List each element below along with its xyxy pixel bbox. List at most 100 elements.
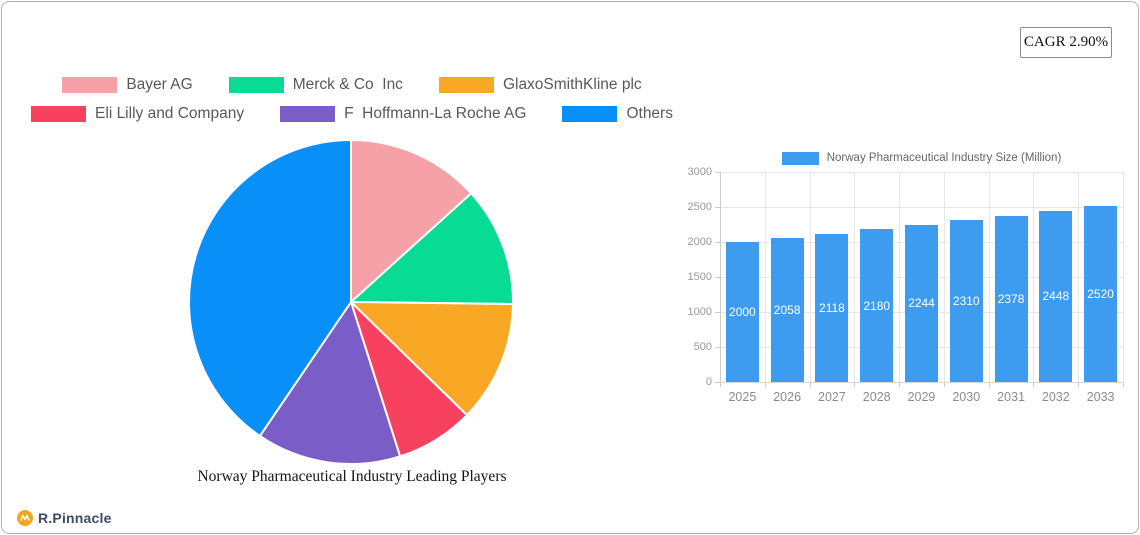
y-tick-label: 0 xyxy=(705,376,712,388)
legend-swatch xyxy=(280,106,336,122)
x-axis-tick xyxy=(854,382,856,387)
legend-item-glaxosmithkline-plc[interactable]: GlaxoSmithKline plc xyxy=(438,76,642,94)
bar-2027[interactable] xyxy=(815,233,849,382)
y-axis-tick xyxy=(715,242,720,243)
pie-slice-bayer-ag[interactable] xyxy=(350,139,473,303)
gridline-vertical xyxy=(1078,172,1080,382)
legend-swatch xyxy=(562,106,618,122)
y-axis-tick xyxy=(715,277,720,278)
x-tick-label: 2030 xyxy=(952,390,981,404)
gridline-vertical xyxy=(764,172,766,382)
bar-2032[interactable] xyxy=(1039,210,1073,382)
y-axis-line xyxy=(720,172,721,382)
y-axis-tick xyxy=(715,172,720,173)
legend-label: Bayer AG xyxy=(126,76,193,93)
legend-item-others[interactable]: Others xyxy=(562,105,673,123)
bar-legend-swatch xyxy=(781,151,819,165)
x-tick-label: 2033 xyxy=(1086,390,1115,404)
bar-2033[interactable] xyxy=(1084,205,1118,382)
y-tick-label: 1000 xyxy=(687,306,712,318)
gridline-vertical xyxy=(1033,172,1035,382)
pie-chart-title: Norway Pharmaceutical Industry Leading P… xyxy=(197,468,507,485)
x-tick-label: 2031 xyxy=(997,390,1025,404)
cagr-badge: CAGR 2.90% xyxy=(1020,27,1112,58)
gridline-vertical xyxy=(899,172,901,382)
x-tick-label: 2027 xyxy=(818,390,846,404)
bar-value-label: 2244 xyxy=(908,296,935,311)
legend-swatch xyxy=(62,77,118,93)
bar-2028[interactable] xyxy=(860,229,894,382)
x-axis-tick xyxy=(988,382,990,387)
x-tick-label: 2029 xyxy=(907,390,936,404)
x-axis-line xyxy=(720,382,1123,383)
bar-value-label: 2520 xyxy=(1087,286,1114,301)
bar-value-label: 2448 xyxy=(1042,289,1070,304)
pie-slice-glaxosmithkline-plc[interactable] xyxy=(350,301,514,417)
x-axis-tick xyxy=(943,382,945,387)
x-axis-tick xyxy=(1078,382,1080,387)
pie-legend: Bayer AG Merck & Co Inc GlaxoSmithKline pl… xyxy=(2,76,702,123)
y-tick-label: 500 xyxy=(693,341,712,353)
legend-item-bayer-ag[interactable]: Bayer AG xyxy=(62,76,193,94)
y-tick-label: 1500 xyxy=(687,271,712,283)
y-tick-label: 2000 xyxy=(687,236,712,248)
x-axis-tick xyxy=(720,382,721,387)
y-axis-tick xyxy=(715,347,720,348)
pie-slice-f-hoffmann-la-roche-ag[interactable] xyxy=(258,301,402,465)
gridline-vertical xyxy=(1123,172,1124,382)
brand-logo-icon xyxy=(17,510,33,526)
y-axis-tick xyxy=(715,312,720,313)
x-axis-tick xyxy=(764,382,766,387)
x-axis-tick xyxy=(809,382,811,387)
bar-value-label: 2118 xyxy=(819,300,845,315)
x-axis-tick xyxy=(1123,382,1124,387)
legend-swatch xyxy=(228,77,284,93)
legend-swatch xyxy=(438,77,494,93)
bar-value-label: 2310 xyxy=(952,294,980,309)
bar-2030[interactable] xyxy=(949,220,983,382)
x-tick-label: 2028 xyxy=(862,390,891,404)
pie-slice-others[interactable] xyxy=(187,139,352,437)
y-axis-tick xyxy=(715,382,720,383)
gridline-vertical xyxy=(988,172,990,382)
gridline-vertical xyxy=(854,172,856,382)
y-tick-label: 3000 xyxy=(687,166,712,178)
pie-slice-merck-co-inc[interactable] xyxy=(350,192,514,306)
legend-item-f-hoffmann-la-roche-ag[interactable]: F Hoffmann-La Roche AG xyxy=(280,105,526,123)
bar-2025[interactable] xyxy=(725,242,759,382)
bar-legend-label: Norway Pharmaceutical Industry Size (Mil… xyxy=(826,152,1062,164)
legend-label: GlaxoSmithKline plc xyxy=(502,76,642,93)
brand-name: R.Pinnacle xyxy=(38,510,112,526)
legend-item-merck-co-inc[interactable]: Merck & Co Inc xyxy=(228,76,403,94)
legend-label: Others xyxy=(626,105,673,122)
pie-legend-row: Bayer AG Merck & Co Inc GlaxoSmithKline pl… xyxy=(2,76,702,94)
bar-2026[interactable] xyxy=(770,237,804,382)
gridline-vertical xyxy=(809,172,811,382)
y-tick-label: 2500 xyxy=(687,201,712,213)
legend-label: Eli Lilly and Company xyxy=(95,105,245,122)
legend-label: Merck & Co Inc xyxy=(292,76,403,93)
bar-value-label: 2000 xyxy=(729,305,756,319)
bar-value-label: 2180 xyxy=(863,298,891,313)
gridline-horizontal xyxy=(720,207,1123,208)
x-tick-label: 2026 xyxy=(773,390,802,404)
brand-logo: R.Pinnacle xyxy=(17,510,112,526)
bar-value-label: 2378 xyxy=(997,291,1025,306)
bar-chart-legend[interactable]: Norway Pharmaceutical Industry Size (Mil… xyxy=(720,149,1123,167)
x-axis-tick xyxy=(899,382,901,387)
legend-label: F Hoffmann-La Roche AG xyxy=(344,105,527,122)
legend-swatch xyxy=(31,106,87,122)
bar-2031[interactable] xyxy=(994,215,1028,382)
x-axis-tick xyxy=(1033,382,1035,387)
gridline-vertical xyxy=(943,172,945,382)
x-tick-label: 2032 xyxy=(1041,390,1070,404)
y-axis-tick xyxy=(715,207,720,208)
x-tick-label: 2025 xyxy=(728,390,757,404)
bar-value-label: 2058 xyxy=(773,302,801,317)
pie-legend-row: Eli Lilly and Company F Hoffmann-La Roche… xyxy=(2,105,702,123)
gridline-horizontal xyxy=(720,172,1123,173)
legend-item-eli-lilly-and-company[interactable]: Eli Lilly and Company xyxy=(31,105,244,123)
pie-chart xyxy=(187,139,514,465)
bar-2029[interactable] xyxy=(905,224,938,382)
